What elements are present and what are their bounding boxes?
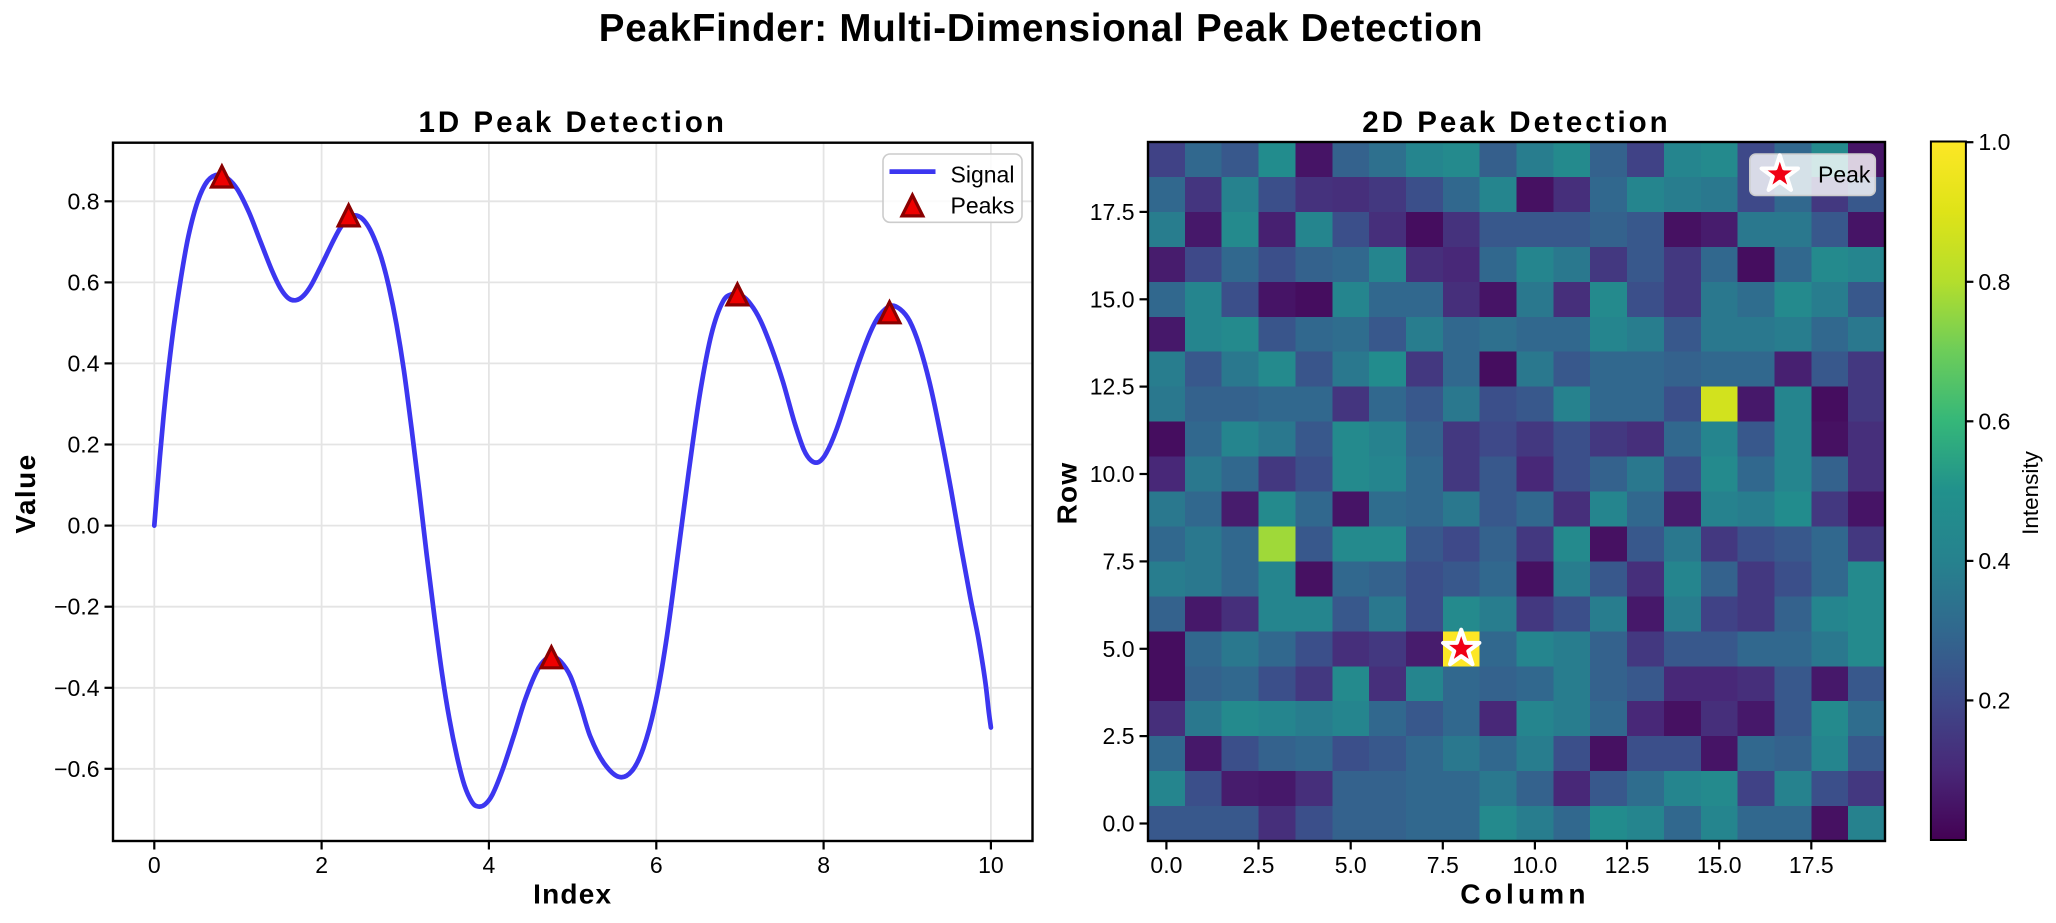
svg-text:15.0: 15.0 <box>1090 286 1135 312</box>
svg-text:8: 8 <box>817 852 830 878</box>
svg-text:5.0: 5.0 <box>1335 852 1367 878</box>
svg-text:Peaks: Peaks <box>951 193 1015 219</box>
svg-text:12.5: 12.5 <box>1605 852 1650 878</box>
svg-text:1D Peak Detection: 1D Peak Detection <box>418 106 726 139</box>
svg-text:0.6: 0.6 <box>1978 408 2010 434</box>
svg-text:1.0: 1.0 <box>1978 129 2010 155</box>
svg-text:0.4: 0.4 <box>68 350 100 376</box>
svg-text:Signal: Signal <box>951 161 1015 187</box>
svg-text:2.5: 2.5 <box>1103 723 1135 749</box>
svg-text:0.0: 0.0 <box>68 513 100 539</box>
svg-text:Row: Row <box>1052 462 1083 525</box>
svg-text:2.5: 2.5 <box>1243 852 1275 878</box>
svg-text:10.0: 10.0 <box>1513 852 1558 878</box>
svg-text:5.0: 5.0 <box>1103 636 1135 662</box>
svg-text:17.5: 17.5 <box>1789 852 1834 878</box>
svg-text:2: 2 <box>315 852 328 878</box>
svg-text:0.0: 0.0 <box>1150 852 1182 878</box>
svg-text:7.5: 7.5 <box>1427 852 1459 878</box>
svg-text:10.0: 10.0 <box>1090 461 1135 487</box>
svg-text:0: 0 <box>148 852 161 878</box>
svg-text:0.6: 0.6 <box>68 269 100 295</box>
svg-text:PeakFinder: Multi-Dimensional: PeakFinder: Multi-Dimensional Peak Detec… <box>599 7 1484 50</box>
svg-text:Peak: Peak <box>1818 161 1871 187</box>
svg-text:0.4: 0.4 <box>1978 548 2010 574</box>
svg-text:12.5: 12.5 <box>1090 374 1135 400</box>
svg-text:15.0: 15.0 <box>1697 852 1742 878</box>
svg-text:4: 4 <box>483 852 496 878</box>
svg-text:0.2: 0.2 <box>1978 687 2010 713</box>
svg-text:−0.6: −0.6 <box>54 756 99 782</box>
svg-text:0.8: 0.8 <box>68 188 100 214</box>
svg-text:−0.4: −0.4 <box>54 675 100 701</box>
svg-text:Column: Column <box>1460 879 1589 910</box>
svg-text:10: 10 <box>978 852 1004 878</box>
svg-text:Index: Index <box>533 879 612 910</box>
svg-text:6: 6 <box>650 852 663 878</box>
svg-text:0.0: 0.0 <box>1103 811 1135 837</box>
svg-text:17.5: 17.5 <box>1090 199 1135 225</box>
svg-text:−0.2: −0.2 <box>54 594 99 620</box>
svg-text:7.5: 7.5 <box>1103 548 1135 574</box>
svg-text:Value: Value <box>10 453 41 533</box>
svg-text:0.2: 0.2 <box>68 432 100 458</box>
svg-text:0.8: 0.8 <box>1978 269 2010 295</box>
svg-text:2D Peak Detection: 2D Peak Detection <box>1362 106 1670 139</box>
svg-text:Intensity: Intensity <box>2018 450 2043 535</box>
